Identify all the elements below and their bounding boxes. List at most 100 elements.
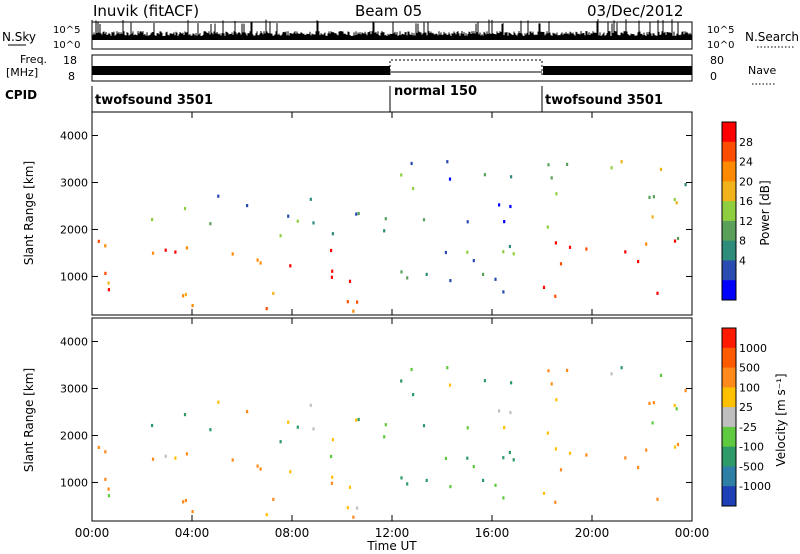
scatter-cell [348,485,352,489]
scatter-cell [104,477,107,481]
freq-unit: [MHz] [6,66,38,79]
nsearch-tick-high: 10^5 [707,25,734,36]
scatter-cell [355,418,358,422]
colorbar-frame [721,121,737,301]
scatter-cell [330,454,333,459]
scatter-cell [287,420,290,424]
scatter-cell [512,458,515,462]
scatter-cell [296,219,299,223]
scatter-cell [651,215,654,219]
power-y-ticks: 1000 2000 3000 4000 [60,129,692,283]
scatter-cell [151,251,155,255]
scatter-cell [509,204,512,209]
scatter-cell [676,442,680,447]
beam-title: Beam 05 [355,2,422,20]
freq-label: Freq. [20,53,47,66]
colorbar-segment [722,201,736,222]
scatter-cell [656,497,659,501]
colorbar-segment [722,141,736,163]
x-axis-label: Time UT [366,539,417,553]
scatter-cell [555,398,558,402]
scatter-cell [331,438,334,442]
cpid-segment-3: twofsound 3501 [545,93,663,108]
scatter-cell [331,475,334,479]
scatter-cell [610,372,613,376]
freq-trace-morning [92,66,390,75]
scatter-cell [444,250,447,255]
scatter-cell [287,214,290,218]
scatter-cell [547,369,550,373]
scatter-cell [648,195,651,199]
scatter-cell [352,515,355,519]
scatter-cell [183,207,187,211]
scatter-cell [357,211,360,216]
scatter-cell [107,281,110,285]
scatter-cell [312,221,315,225]
scatter-cell [673,445,677,449]
scatter-cell [659,373,663,377]
colorbar-segment [722,466,736,487]
scatter-cell [651,421,654,425]
scatter-cell [97,239,100,243]
scatter-cell [652,195,655,199]
nave-tick-high: 80 [710,54,724,67]
scatter-cell [265,513,268,517]
colorbar-segment [722,220,736,242]
colorbar-tick-label: 8 [739,235,746,248]
scatter-cell [289,470,292,474]
velocity-colorbar-label: Velocity [m s⁻¹] [774,373,788,466]
scatter-cell [400,379,403,383]
scatter-cell [559,262,563,266]
power-panel: 1000 2000 3000 4000 Slant Range [km] 28 24 20… [22,111,772,316]
scatter-cell [449,279,452,283]
scatter-cell [542,491,546,495]
scatter-cell [217,194,220,198]
scatter-cell [331,269,334,273]
scatter-cell [673,403,676,408]
scatter-cell [508,244,511,249]
scatter-cell [259,261,262,265]
cpid-segment-2: normal 150 [394,84,477,99]
time-x-axis: 00:00 04:00 08:00 12:00 16:00 20:00 00:00 [75,112,709,540]
scatter-cell [151,423,154,428]
scatter-cell [550,176,553,180]
colorbar-tick-label: -100 [739,441,764,454]
y-tick-label: 1000 [60,476,88,489]
scatter-cell [246,410,249,414]
scatter-cell [422,424,426,428]
colorbar-segment [722,260,736,281]
scatter-cell [448,383,452,387]
cpid-row: CPID twofsound 3501 normal 150 twofsound… [5,84,663,112]
scatter-cell [502,290,505,294]
scatter-cell [503,426,506,430]
scatter-cell [684,389,687,393]
scatter-cell [151,217,154,222]
power-colorbar-label: Power [dB] [758,180,772,245]
scatter-cell [331,232,334,236]
scatter-cell [637,465,640,470]
scatter-cell [510,381,513,385]
scatter-cell [384,217,387,221]
y-tick-label: 1000 [60,270,88,283]
scatter-cell [348,279,352,283]
scatter-cell [502,250,505,254]
station-title: Inuvik (fitACF) [93,2,199,20]
scatter-cell [182,294,185,298]
scatter-cell [568,245,572,249]
scatter-cell [151,457,155,461]
scatter-cell [466,426,469,430]
colorbar-segment [722,407,736,428]
scatter-cell [97,445,100,449]
scatter-cell [104,244,107,248]
scatter-cell [675,201,678,205]
colorbar-segment [722,161,736,182]
scatter-cell [446,160,449,164]
y-tick-label: 3000 [60,176,88,189]
scatter-cell [272,291,275,295]
scatter-cell [673,197,676,202]
scatter-cell [684,183,687,187]
scatter-cell [185,452,188,456]
scatter-cell [483,379,486,383]
freq-panel: Freq. [MHz] 18 8 80 0 Nave [6,53,776,85]
scatter-cell [498,409,501,413]
